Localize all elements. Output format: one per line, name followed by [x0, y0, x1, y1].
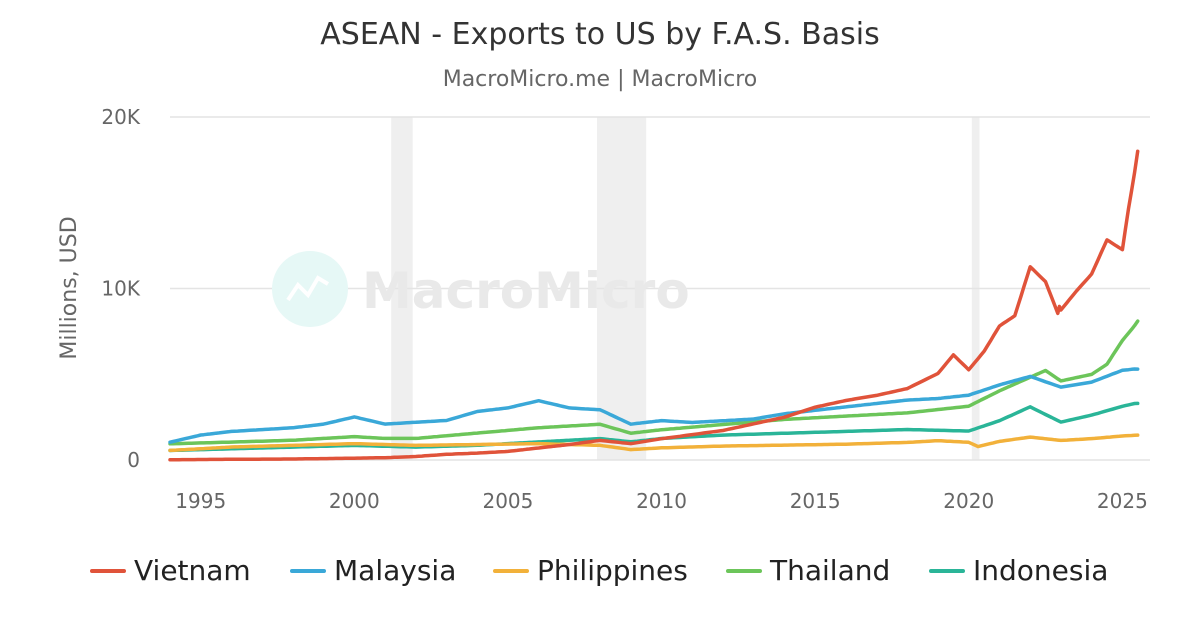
chart-title: ASEAN - Exports to US by F.A.S. Basis	[320, 17, 879, 52]
legend: Vietnam Malaysia Philippines Thailand Indone…	[90, 554, 1108, 587]
legend-label-thailand: Thailand	[769, 554, 890, 587]
y-axis-ticks: 0 10K 20K	[101, 105, 140, 472]
x-axis-ticks: 1995 2000 2005 2010 2015 2020 2025	[175, 489, 1148, 513]
y-tick-label: 0	[127, 448, 140, 472]
series-line-philippines	[168, 433, 1140, 453]
x-tick-label: 2015	[790, 489, 841, 513]
chart-subtitle: MacroMicro.me | MacroMicro	[443, 67, 758, 92]
legend-label-philippines: Philippines	[537, 554, 688, 587]
y-axis-title: Millions, USD	[57, 216, 82, 359]
series-line-vietnam	[168, 149, 1140, 462]
legend-label-vietnam: Vietnam	[134, 554, 251, 587]
series-lines	[168, 149, 1140, 462]
x-tick-label: 2000	[329, 489, 380, 513]
series-line-malaysia	[168, 367, 1140, 444]
watermark: MacroMicro	[272, 251, 690, 327]
legend-label-indonesia: Indonesia	[973, 554, 1108, 587]
watermark-text: MacroMicro	[362, 262, 690, 320]
x-tick-label: 2005	[482, 489, 533, 513]
x-tick-label: 1995	[175, 489, 226, 513]
x-tick-label: 2010	[636, 489, 687, 513]
y-tick-label: 20K	[101, 105, 140, 129]
y-tick-label: 10K	[101, 277, 140, 301]
watermark-logo-chart-icon	[286, 275, 330, 302]
series-line-thailand	[168, 319, 1140, 446]
legend-label-malaysia: Malaysia	[334, 554, 456, 587]
x-tick-label: 2020	[943, 489, 994, 513]
x-tick-label: 2025	[1097, 489, 1148, 513]
